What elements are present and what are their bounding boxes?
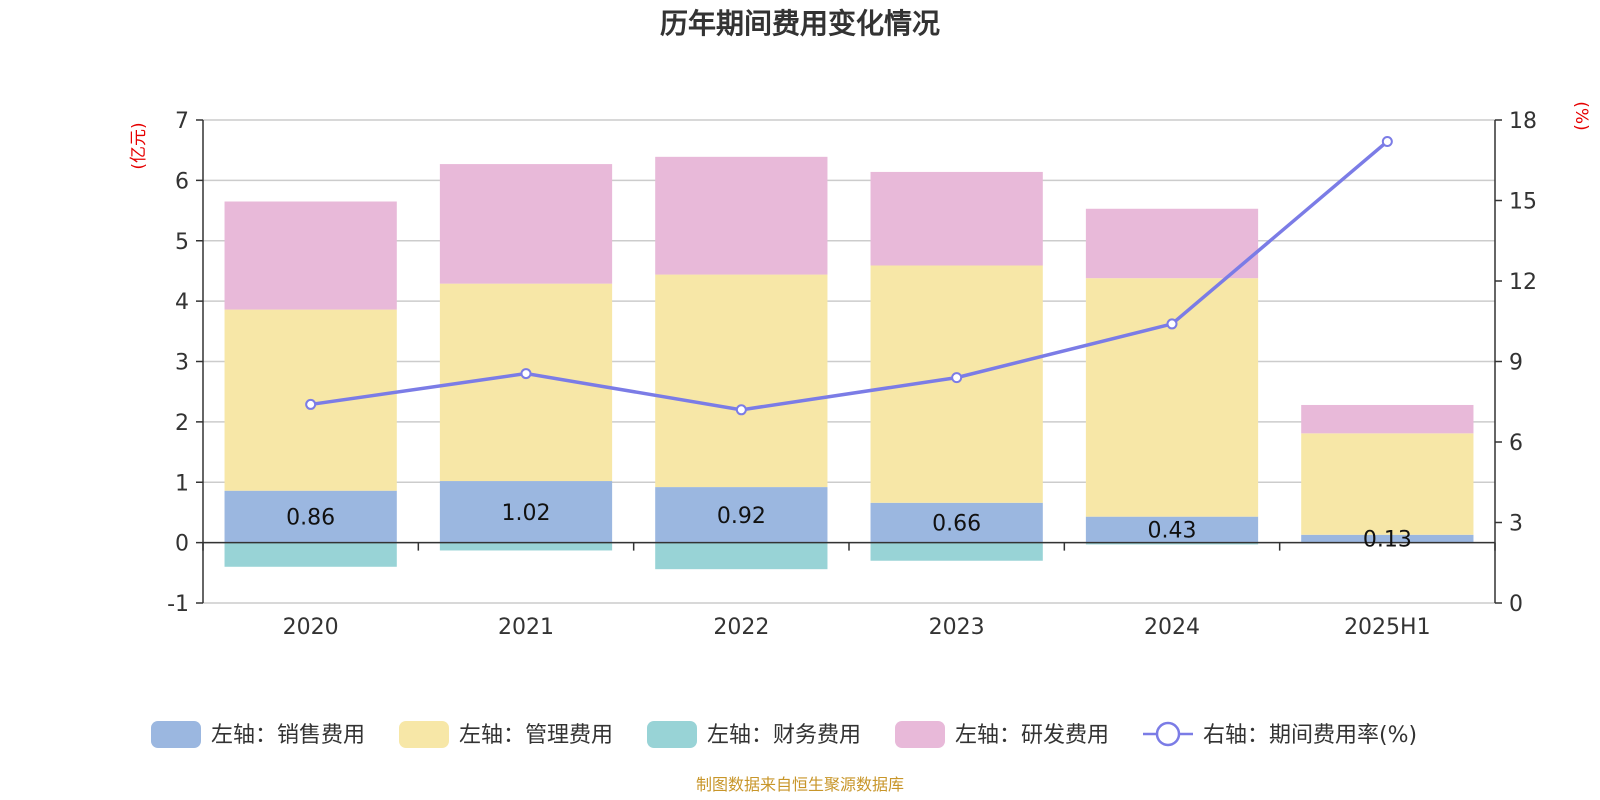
right-axis-unit: (%) xyxy=(1571,101,1591,130)
data-label: 0.43 xyxy=(1148,519,1197,544)
bar-2025H1 xyxy=(1301,534,1474,543)
bar-2023 xyxy=(870,171,1043,266)
rate-point xyxy=(305,398,317,410)
rate-point xyxy=(1381,135,1393,147)
rate-point xyxy=(951,372,963,384)
data-label: 0.13 xyxy=(1363,528,1412,553)
rate-point xyxy=(1166,318,1178,330)
x-tick-label: 2025H1 xyxy=(1344,615,1431,640)
bar-2024 xyxy=(1085,542,1259,545)
bar-2022 xyxy=(655,542,828,570)
bar-2024 xyxy=(1085,278,1259,517)
source-note: 制图数据来自恒生聚源数据库 xyxy=(696,775,904,794)
legend-swatch xyxy=(151,721,201,748)
legend: 左轴：销售费用 左轴：管理费用 左轴：财务费用 左轴：研发费用 右轴：期间费用率(%) xyxy=(151,721,1417,748)
legend-swatch-marker xyxy=(1155,721,1181,747)
data-label: 0.92 xyxy=(717,504,766,529)
x-tick-label: 2021 xyxy=(498,615,554,640)
left-tick-label: -1 xyxy=(167,592,189,617)
x-tick-label: 2022 xyxy=(713,615,769,640)
bar-series xyxy=(224,156,1474,570)
left-tick-label: 2 xyxy=(175,411,189,436)
bar-2020 xyxy=(224,201,397,310)
data-label: 0.86 xyxy=(286,506,335,531)
right-tick-label: 9 xyxy=(1509,351,1523,376)
data-label: 1.02 xyxy=(502,501,551,526)
right-tick-label: 0 xyxy=(1509,592,1523,617)
bar-2022 xyxy=(655,487,828,543)
right-tick-label: 12 xyxy=(1509,270,1537,295)
legend-label: 右轴：期间费用率(%) xyxy=(1203,723,1417,748)
rate-line xyxy=(310,140,1389,412)
x-tick-label: 2023 xyxy=(929,615,985,640)
left-tick-label: 3 xyxy=(175,351,189,376)
chart-title: 历年期间费用变化情况 xyxy=(660,7,940,40)
bar-2023 xyxy=(870,502,1043,543)
x-tick-label: 2020 xyxy=(283,615,339,640)
bar-2020 xyxy=(224,490,397,543)
data-labels: 0.86 1.02 0.92 0.66 0.43 0.13 xyxy=(286,501,1412,553)
line-series xyxy=(305,135,1393,416)
legend-swatch xyxy=(647,721,697,748)
left-tick-label: 1 xyxy=(175,471,189,496)
left-tick-label: 4 xyxy=(175,290,189,315)
bar-2022 xyxy=(655,274,828,488)
bar-2025H1 xyxy=(1301,404,1474,434)
legend-swatch xyxy=(399,721,449,748)
right-tick-label: 15 xyxy=(1509,190,1537,215)
left-axis-unit: (亿元) xyxy=(129,122,149,169)
right-tick-label: 18 xyxy=(1509,109,1537,134)
bar-2024 xyxy=(1085,516,1259,543)
bar-2021 xyxy=(439,542,613,551)
x-tick-label: 2024 xyxy=(1144,615,1200,640)
bar-2021 xyxy=(439,481,613,543)
legend-label: 左轴：财务费用 xyxy=(707,723,861,748)
bar-2023 xyxy=(870,265,1043,503)
left-tick-label: 6 xyxy=(175,169,189,194)
right-tick-label: 6 xyxy=(1509,431,1523,456)
rate-point xyxy=(520,368,532,380)
rate-point xyxy=(735,404,747,416)
legend-swatch xyxy=(895,721,945,748)
legend-label: 左轴：管理费用 xyxy=(459,723,613,748)
data-label: 0.66 xyxy=(932,512,981,537)
left-tick-label: 0 xyxy=(175,532,189,557)
bar-2021 xyxy=(439,164,613,284)
bar-2025H1 xyxy=(1301,433,1474,535)
left-tick-label: 5 xyxy=(175,230,189,255)
bar-2020 xyxy=(224,542,397,567)
right-tick-label: 3 xyxy=(1509,512,1523,537)
left-tick-label: 7 xyxy=(175,109,189,134)
bar-2022 xyxy=(655,156,828,275)
bar-2024 xyxy=(1085,208,1259,279)
legend-label: 左轴：销售费用 xyxy=(211,723,365,748)
legend-label: 左轴：研发费用 xyxy=(955,723,1109,748)
bar-2023 xyxy=(870,542,1043,561)
